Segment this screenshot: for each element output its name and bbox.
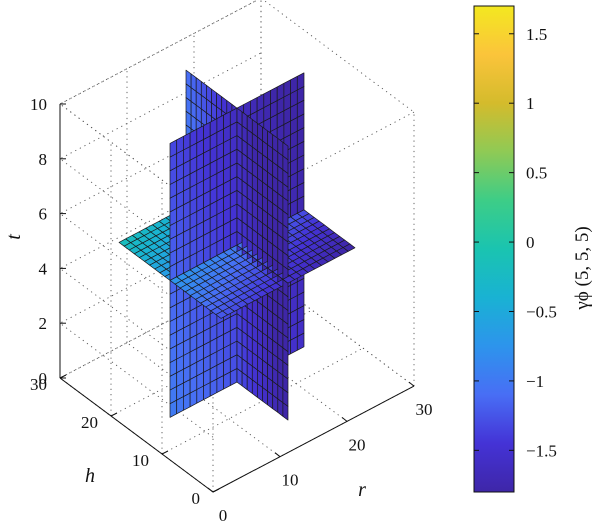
z-tick-label: 6 [39,205,48,224]
colorbar-gradient [473,5,515,493]
h-tick-label: 30 [30,375,47,394]
z-tick-label: 0 [39,369,48,388]
axes: 0 2 4 6 8 10 t 0 10 20 30 h 0 10 20 30 r [3,95,433,525]
r-tick-label: 20 [349,435,366,454]
colorbar-tick-label: 0.5 [526,164,547,183]
colorbar-tick-label: −0.5 [526,302,557,321]
r-axis [212,385,415,493]
grid-line [126,342,281,458]
r-tick-label: 0 [219,506,228,525]
colorbar-tick-label: −1.5 [526,441,557,460]
h-axis [59,377,214,493]
surface-patch [282,141,289,161]
h-tick [59,374,67,379]
z-tick-label: 2 [39,314,48,333]
slice-surfaces [118,69,356,421]
h-tick [110,412,118,417]
grid-line [193,307,348,422]
r-tick [274,452,281,458]
h-tick [161,450,169,455]
z-tick-label: 10 [30,95,47,114]
h-tick-label: 20 [81,413,98,432]
surface-patch [342,243,356,252]
r-axis-label: r [358,479,366,501]
colorbar-tick-label: 0 [526,233,535,252]
colorbar: 1.5 1 0.5 0 −0.5 −1 −1.5 γϕ (5, 5, 5) [473,5,593,493]
box-edge [262,0,415,113]
r-tick [408,381,415,387]
colorbar-tick-label: 1 [526,94,535,113]
colorbar-label: γϕ (5, 5, 5) [572,226,593,310]
z-tick-label: 4 [39,259,48,278]
surface-patch [296,72,305,91]
z-tick-label: 8 [39,150,48,169]
colorbar-tick-label: −1 [526,372,544,391]
r-tick [207,487,214,493]
box-edge [260,271,415,387]
r-tick [341,417,348,422]
r-tick-label: 30 [416,400,433,419]
colorbar-tick-label: 1.5 [526,25,547,44]
h-tick-label: 10 [132,451,149,470]
h-axis-label: h [85,465,95,487]
r-tick-label: 10 [282,471,299,490]
z-axis-label: t [3,234,25,240]
h-tick-label: 0 [192,489,201,508]
